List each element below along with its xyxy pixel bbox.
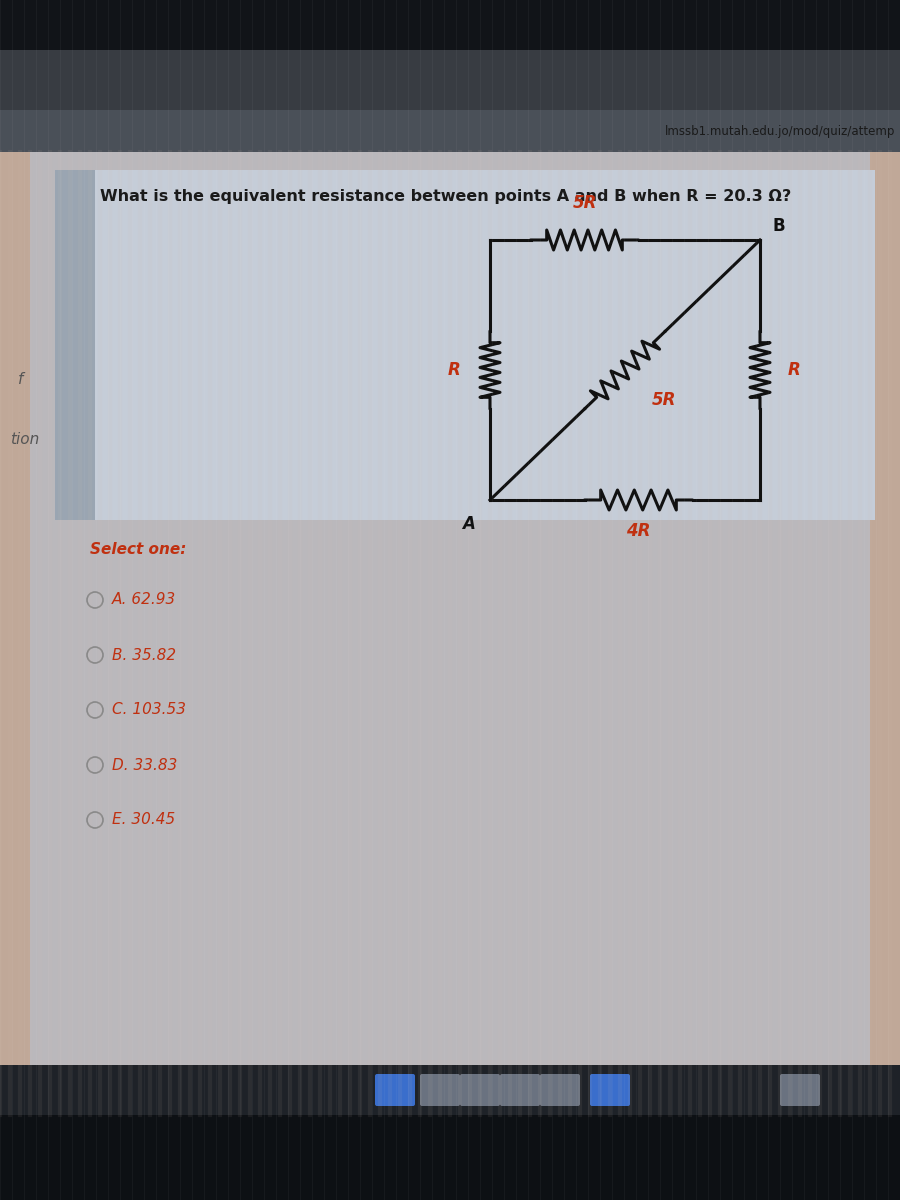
Text: E. 30.45: E. 30.45 [112,812,176,828]
Text: R: R [788,361,801,379]
Bar [0,50,900,110]
Bar [30,152,870,1115]
Bar [0,110,900,152]
Text: D. 33.83: D. 33.83 [112,757,177,773]
FancyBboxPatch shape [500,1074,540,1106]
Text: 5R: 5R [652,391,677,409]
FancyBboxPatch shape [780,1074,820,1106]
FancyBboxPatch shape [590,1074,630,1106]
Text: 4R: 4R [626,522,651,540]
Text: 5R: 5R [572,194,597,212]
Bar [55,170,95,520]
FancyBboxPatch shape [540,1074,580,1106]
Text: lmssb1.mutah.edu.jo/mod/quiz/attemp: lmssb1.mutah.edu.jo/mod/quiz/attemp [664,125,895,138]
Text: A: A [462,515,475,533]
Text: tion: tion [10,432,40,448]
Text: f: f [18,372,23,388]
FancyBboxPatch shape [375,1074,415,1106]
Bar [55,170,875,520]
Text: What is the equivalent resistance between points A and B when R = 20.3 Ω?: What is the equivalent resistance betwee… [100,190,791,204]
Bar [0,1115,900,1200]
Bar [0,152,900,1115]
Text: B: B [772,217,785,235]
Text: Select one:: Select one: [90,542,186,558]
FancyBboxPatch shape [420,1074,460,1106]
FancyBboxPatch shape [460,1074,500,1106]
Text: A. 62.93: A. 62.93 [112,593,176,607]
Bar [0,0,900,50]
Text: C. 103.53: C. 103.53 [112,702,186,718]
Text: R: R [447,361,460,379]
Bar [0,1066,900,1115]
Text: B. 35.82: B. 35.82 [112,648,176,662]
